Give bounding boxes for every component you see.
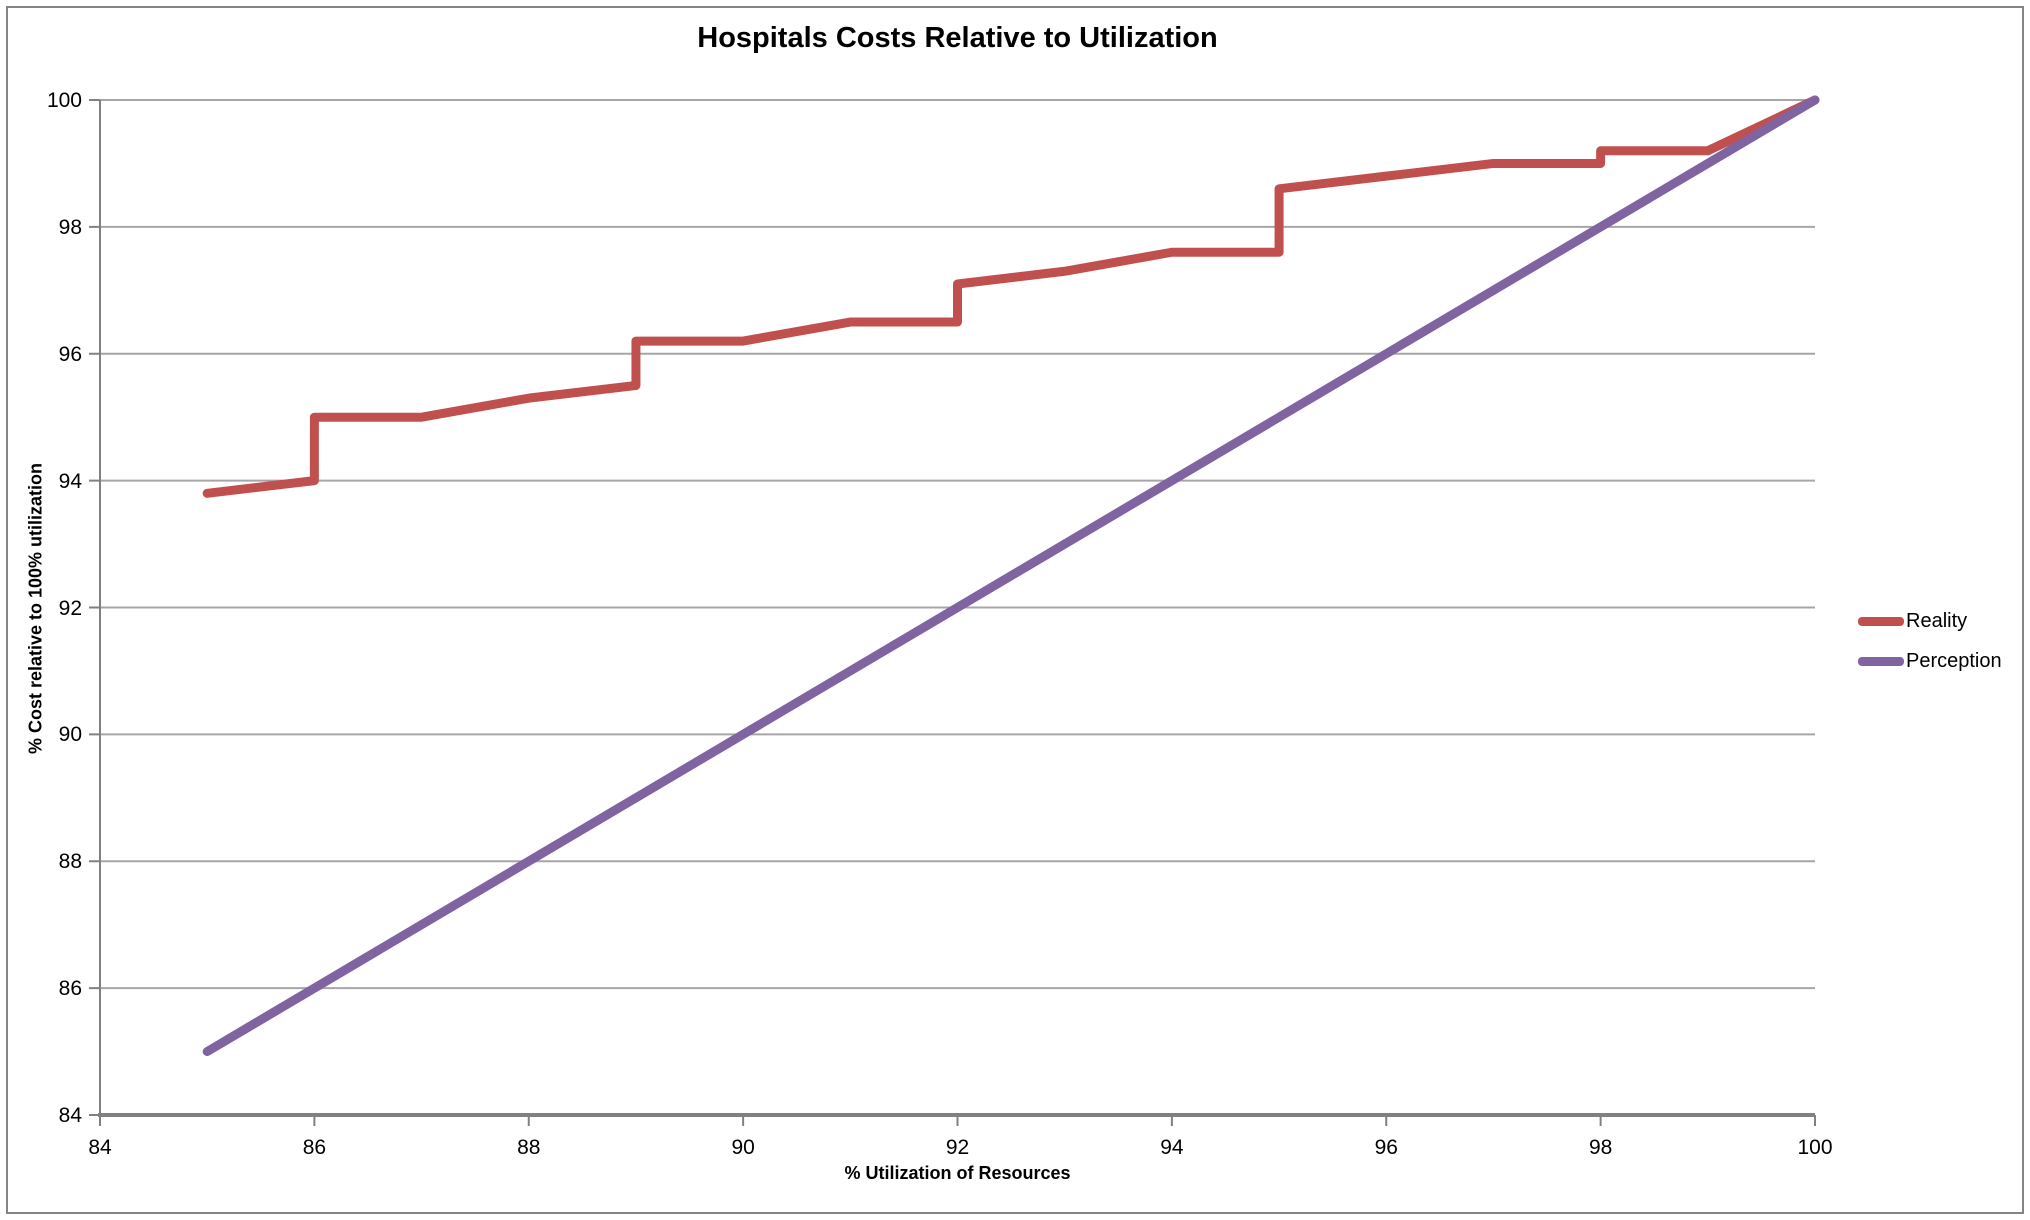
y-tick-label-94: 94: [58, 469, 82, 493]
x-tick-label-92: 92: [945, 1136, 970, 1159]
legend-item-reality[interactable]: Reality: [1858, 601, 2002, 641]
y-tick-label-88: 88: [58, 850, 82, 874]
y-tick-label-92: 92: [58, 596, 82, 620]
perception-legend-label: Perception: [1906, 649, 2002, 672]
legend-item-perception[interactable]: Perception: [1858, 641, 2002, 681]
perception-series-line[interactable]: [202, 95, 1820, 1057]
x-tick-label-94: 94: [1160, 1136, 1184, 1159]
perception-legend-swatch: [1858, 656, 1904, 666]
reality-series-line[interactable]: [202, 95, 1820, 498]
x-tick-label-96: 96: [1374, 1136, 1398, 1159]
chart-title: Hospitals Costs Relative to Utilization: [697, 22, 1218, 54]
legend: Reality Perception: [1858, 601, 2002, 681]
x-tick-label-88: 88: [517, 1136, 541, 1159]
reality-legend-label: Reality: [1906, 609, 1968, 632]
x-axis-title: % Utilization of Resources: [844, 1163, 1071, 1183]
y-tick-label-84: 84: [58, 1104, 82, 1127]
y-tick-label-98: 98: [58, 215, 82, 239]
x-tick-label-90: 90: [731, 1136, 755, 1159]
x-tick-label-86: 86: [302, 1136, 327, 1159]
chart-frame: [6, 6, 2024, 1214]
y-tick-label-90: 90: [58, 723, 82, 747]
y-tick-label-96: 96: [58, 342, 82, 366]
x-tick-label-100: 100: [1797, 1136, 1833, 1159]
y-tick-label-86: 86: [58, 977, 82, 1001]
y-tick-label-100: 100: [46, 89, 82, 112]
reality-legend-swatch: [1858, 616, 1904, 626]
x-tick-label-84: 84: [88, 1136, 112, 1159]
x-tick-label-98: 98: [1588, 1136, 1613, 1159]
